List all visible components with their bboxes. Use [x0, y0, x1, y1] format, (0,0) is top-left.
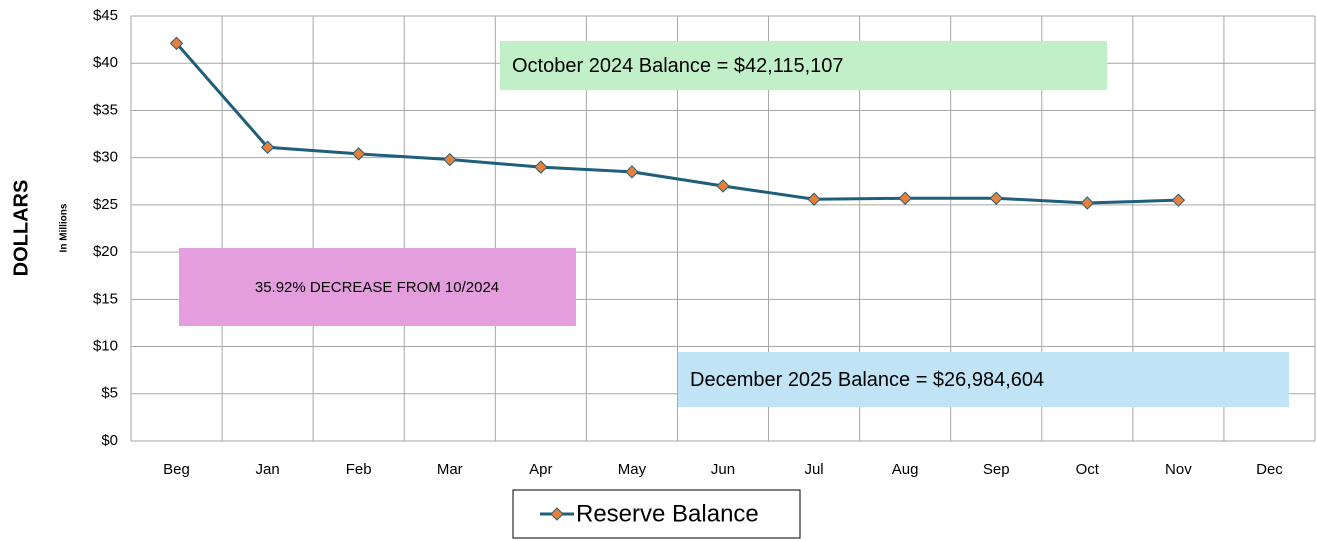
data-point — [443, 152, 457, 167]
y-tick-label: $45 — [93, 7, 118, 24]
annotation-text: October 2024 Balance = $42,115,107 — [512, 55, 844, 77]
data-point — [1080, 196, 1095, 210]
y-axis-label: DOLLARS — [10, 180, 32, 277]
data-point — [260, 140, 275, 154]
y-tick-label: $0 — [101, 432, 118, 449]
data-point — [807, 192, 821, 206]
x-tick-label: Aug — [892, 461, 919, 478]
series-line — [175, 42, 1179, 205]
y-tick-label: $15 — [93, 290, 118, 307]
data-point — [351, 147, 366, 161]
x-tick-label: Beg — [163, 461, 190, 478]
x-tick-label: Jan — [256, 461, 280, 478]
x-tick-label: Nov — [1165, 461, 1192, 478]
annotation-text: December 2025 Balance = $26,984,604 — [690, 369, 1044, 391]
data-point — [716, 179, 730, 193]
y-tick-label: $40 — [93, 54, 118, 71]
annotation-box — [678, 352, 1289, 407]
data-point — [1171, 193, 1186, 207]
x-tick-label: Dec — [1256, 461, 1283, 478]
annotation-box — [500, 41, 1107, 90]
y-tick-label: $25 — [93, 196, 118, 213]
x-tick-label: Apr — [529, 461, 552, 478]
y-axis-sublabel: In Millions — [59, 203, 70, 252]
legend-label: Reserve Balance — [576, 500, 759, 527]
x-tick-label: Mar — [437, 461, 463, 478]
data-point — [534, 160, 548, 174]
annotation-box — [179, 248, 576, 326]
y-tick-label: $5 — [101, 385, 118, 402]
x-tick-label: Feb — [346, 461, 372, 478]
x-tick-label: Jun — [711, 461, 735, 478]
x-tick-label: Jul — [804, 461, 823, 478]
data-point — [625, 165, 639, 179]
data-point — [169, 36, 184, 51]
y-tick-label: $35 — [93, 101, 118, 118]
y-tick-label: $30 — [93, 149, 118, 166]
data-point — [898, 191, 912, 205]
annotation-text: 35.92% DECREASE FROM 10/2024 — [255, 279, 499, 296]
x-tick-label: Sep — [983, 461, 1010, 478]
y-tick-label: $20 — [93, 243, 118, 260]
x-tick-label: Oct — [1076, 461, 1100, 478]
legend-marker — [550, 507, 564, 521]
x-tick-label: May — [618, 461, 647, 478]
data-point — [989, 191, 1003, 205]
y-tick-label: $10 — [93, 338, 118, 355]
